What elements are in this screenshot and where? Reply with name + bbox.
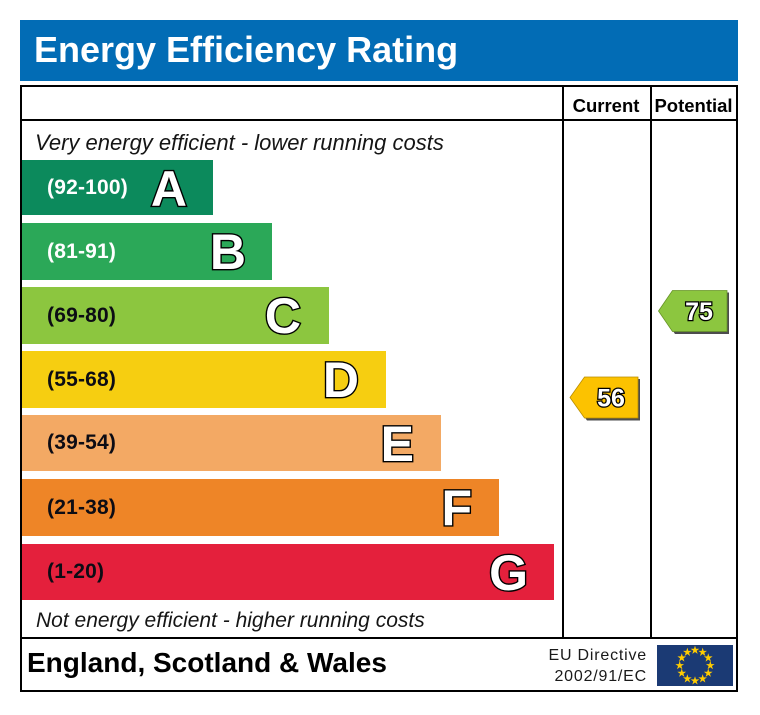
svg-text:56: 56 [597,385,625,413]
svg-text:75: 75 [685,298,713,326]
svg-text:G: G [489,545,528,601]
svg-text:D: D [323,352,359,408]
svg-text:B: B [210,224,246,280]
svg-text:E: E [381,416,414,472]
svg-text:C: C [265,288,301,344]
svg-text:A: A [151,161,187,217]
svg-text:F: F [441,480,472,536]
